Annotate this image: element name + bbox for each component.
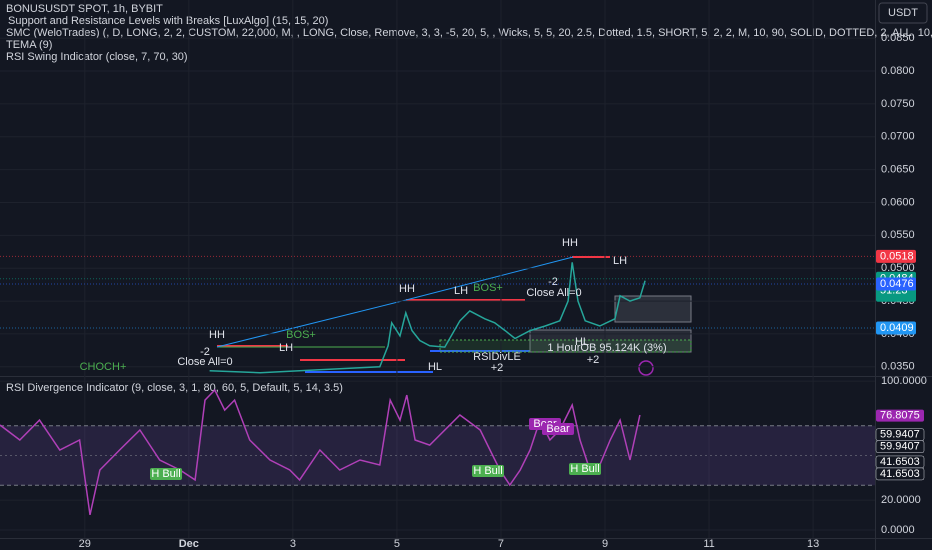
chart-annotation: +2	[491, 362, 504, 374]
swing-line	[216, 299, 407, 348]
rsi-badge-label: 59.9407	[880, 429, 920, 441]
rsi-badge-label: 41.6503	[880, 468, 920, 480]
currency-button[interactable]	[878, 2, 928, 24]
indicator-legend: TEMA (9)	[6, 39, 52, 51]
chart-annotation: HH	[209, 329, 225, 341]
y-tick-label: 0.0500	[881, 262, 915, 274]
y-tick-label: 0.0750	[881, 98, 915, 110]
chart-annotation: LH	[613, 255, 627, 267]
rsi-badge	[876, 409, 924, 422]
chart-annotation: LH	[279, 342, 293, 354]
x-tick-label: 13	[807, 538, 819, 550]
y-tick-label: 0.0650	[881, 164, 915, 176]
alert-icon[interactable]	[638, 360, 654, 376]
y-tick-label: 100.0000	[881, 375, 927, 387]
rsi-annotation: H Bull	[570, 463, 599, 475]
chart-annotation: 1 HourOB 95.124K (3%)	[547, 342, 666, 354]
rsi-badge-label: 59.9407	[880, 441, 920, 453]
series-line	[0, 388, 641, 516]
rsi-annotation: H Bull	[473, 465, 502, 477]
chart-annotation: BOS+	[286, 329, 316, 341]
price-badge	[876, 249, 916, 263]
series-line	[209, 262, 646, 374]
annotation-box	[150, 468, 182, 480]
chart-annotation: HL	[428, 361, 442, 373]
chart-annotation: RSIDivLE	[473, 351, 521, 363]
chart-annotation: +2	[587, 354, 600, 366]
currency-label: USDT	[888, 7, 918, 19]
x-tick-label: 9	[602, 538, 608, 550]
x-tick-label: 5	[394, 538, 400, 550]
indicator-legend: SMC (WeloTrades) (, D, LONG, 2, 2, CUSTO…	[6, 27, 932, 39]
chart-annotation: -2	[548, 276, 558, 288]
chart-annotation: CHOCH+	[80, 361, 127, 373]
chart-annotation: HH	[562, 237, 578, 249]
chart-annotation: BOS+	[473, 282, 503, 294]
rsi-annotation: Bear	[546, 423, 570, 435]
chart-annotation: -2	[200, 346, 210, 358]
indicator-legend: Support and Resistance Levels with Break…	[8, 15, 328, 27]
x-tick-label: 3	[290, 538, 296, 550]
indicator-legend: RSI Swing Indicator (close, 7, 70, 30)	[6, 51, 188, 63]
y-tick-label: 0.0550	[881, 229, 915, 241]
x-tick-label: 29	[79, 538, 91, 550]
price-badge	[876, 321, 916, 335]
y-tick-label: 0.0350	[881, 361, 915, 373]
chart-annotation: Close All=0	[177, 356, 232, 368]
y-tick-label: 0.0800	[881, 65, 915, 77]
rsi-title: RSI Divergence Indicator (9, close, 3, 1…	[6, 382, 343, 394]
y-tick-label: 0.0700	[881, 131, 915, 143]
badge-label: 0.0476	[880, 278, 914, 290]
x-tick-label: Dec	[179, 538, 199, 550]
chart-annotation: Close All=0	[526, 287, 581, 299]
chart-annotation: HH	[399, 283, 415, 295]
y-tick-label: 20.0000	[881, 494, 921, 506]
y-tick-label: 0.0000	[881, 524, 915, 536]
annotation-box	[569, 463, 601, 475]
rsi-annotation: H Bull	[151, 468, 180, 480]
badge-label: 0.0518	[880, 250, 914, 262]
badge-label: 0.0409	[880, 322, 914, 334]
rsi-badge	[875, 467, 925, 481]
y-tick-label: 0.0600	[881, 196, 915, 208]
annotation-box	[542, 423, 574, 435]
price-badge	[876, 277, 916, 291]
annotation-box	[472, 465, 504, 477]
chart-annotation: HL	[575, 336, 589, 348]
chart-annotation: LH	[454, 285, 468, 297]
rsi-badge-label: 76.8075	[880, 410, 920, 422]
y-tick-label: 0.0850	[881, 32, 915, 44]
x-tick-label: 7	[498, 538, 504, 550]
rsi-badge	[875, 440, 925, 453]
x-tick-label: 11	[703, 538, 714, 550]
rsi-badge-label: 41.6503	[880, 456, 920, 468]
